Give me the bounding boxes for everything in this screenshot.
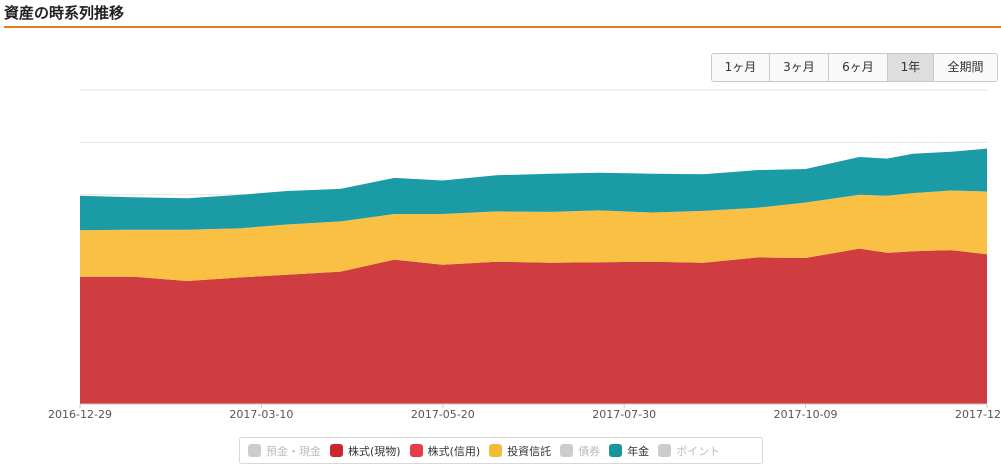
chart-legend: 預金・現金 株式(現物) 株式(信用) 投資信託 債券 年金 ポイント [239,437,763,464]
legend-item-cash[interactable]: 預金・現金 [248,443,321,459]
legend-label: 投資信託 [507,444,552,458]
x-tick-label: 2017-03-10 [229,408,293,421]
legend-item-bonds[interactable]: 債券 [560,443,600,459]
x-tick-label: 2017-12-19 [955,408,1001,421]
range-selector: 1ヶ月 3ヶ月 6ヶ月 1年 全期間 [711,53,998,82]
legend-swatch [658,444,672,457]
legend-label: 預金・現金 [266,444,321,458]
range-1-month-button[interactable]: 1ヶ月 [712,54,770,81]
legend-swatch [409,444,423,457]
x-tick-label: 2017-05-20 [411,408,475,421]
legend-item-stock-spot[interactable]: 株式(現物) [330,443,401,459]
series-area-2 [80,148,987,231]
legend-swatch [560,444,574,457]
legend-label: 年金 [627,444,650,458]
x-tick-label: 2017-10-09 [774,408,838,421]
legend-label: ポイント [676,444,721,458]
x-tick-label: 2017-07-30 [592,408,656,421]
legend-item-pension[interactable]: 年金 [609,443,649,459]
page-title: 資産の時系列推移 [4,4,125,22]
legend-item-points[interactable]: ポイント [658,443,720,459]
legend-swatch [489,444,503,457]
legend-swatch [248,444,261,457]
range-6-month-button[interactable]: 6ヶ月 [829,54,888,81]
series-area-1 [80,190,987,281]
range-1-year-button[interactable]: 1年 [888,54,934,81]
x-tick-label: 2016-12-29 [48,408,112,421]
legend-label: 株式(現物) [348,444,401,458]
legend-swatch [609,444,623,457]
panel-header: 資産の時系列推移 [0,0,1001,28]
legend-label: 株式(信用) [427,444,481,458]
legend-label: 債券 [578,444,601,458]
legend-item-stock-margin[interactable]: 株式(信用) [409,443,481,459]
header-divider [4,26,1001,28]
legend-swatch [330,444,343,457]
range-all-button[interactable]: 全期間 [934,54,997,81]
series-area-0 [80,248,987,404]
legend-item-investment-trust[interactable]: 投資信託 [489,443,551,459]
range-3-month-button[interactable]: 3ヶ月 [770,54,829,81]
